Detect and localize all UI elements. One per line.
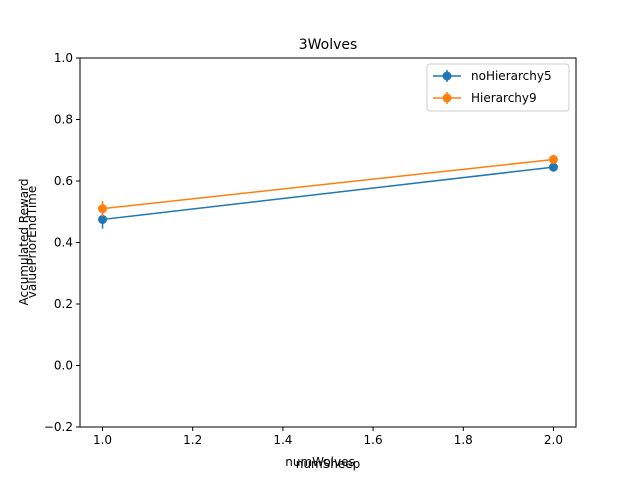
series-line-0 xyxy=(102,166,554,221)
legend: noHierarchy5 Hierarchy9 xyxy=(426,63,570,112)
x-tick-label-2: 1.4 xyxy=(273,433,292,447)
x-tick-label-0: 1.0 xyxy=(93,433,112,447)
legend-box xyxy=(426,63,570,112)
y-tick-label-5: 0.8 xyxy=(54,113,73,127)
x-tick-label-4: 1.8 xyxy=(454,433,473,447)
data-point-1-1 xyxy=(548,154,558,164)
chart-title: 3Wolves xyxy=(299,37,358,53)
y-tick-label-4: 0.6 xyxy=(54,174,73,188)
x-axis-label-1: numWolves xyxy=(285,455,354,469)
y-axis-label-1: Accumulated Reward xyxy=(17,179,31,306)
y-tick-label-0: −0.2 xyxy=(44,420,73,434)
legend-marker-0 xyxy=(442,71,452,81)
y-tick-label-6: 1.0 xyxy=(54,51,73,65)
y-axis-label-2: valuePriorEndTime xyxy=(25,186,39,299)
plot-area: 1.0 1.2 1.4 1.6 1.8 2.0 −0.2 0.0 0.2 0.4 0.6 0.8 1.0… xyxy=(44,51,577,447)
legend-label-1: Hierarchy9 xyxy=(471,91,537,105)
y-tick-label-2: 0.2 xyxy=(54,297,73,311)
data-point-0-1 xyxy=(548,162,558,172)
y-tick-label-1: 0.0 xyxy=(54,359,73,373)
legend-marker-1 xyxy=(442,93,452,103)
x-tick-label-3: 1.6 xyxy=(364,433,383,447)
x-tick-label-1: 1.2 xyxy=(183,433,202,447)
legend-label-0: noHierarchy5 xyxy=(471,69,552,83)
series-line-1 xyxy=(102,158,554,210)
data-point-0-0 xyxy=(98,214,108,224)
x-tick-label-5: 2.0 xyxy=(544,433,563,447)
x-axis-label-2: numSheep xyxy=(296,457,361,471)
data-point-1-0 xyxy=(98,204,108,214)
y-tick-label-3: 0.4 xyxy=(54,236,73,250)
